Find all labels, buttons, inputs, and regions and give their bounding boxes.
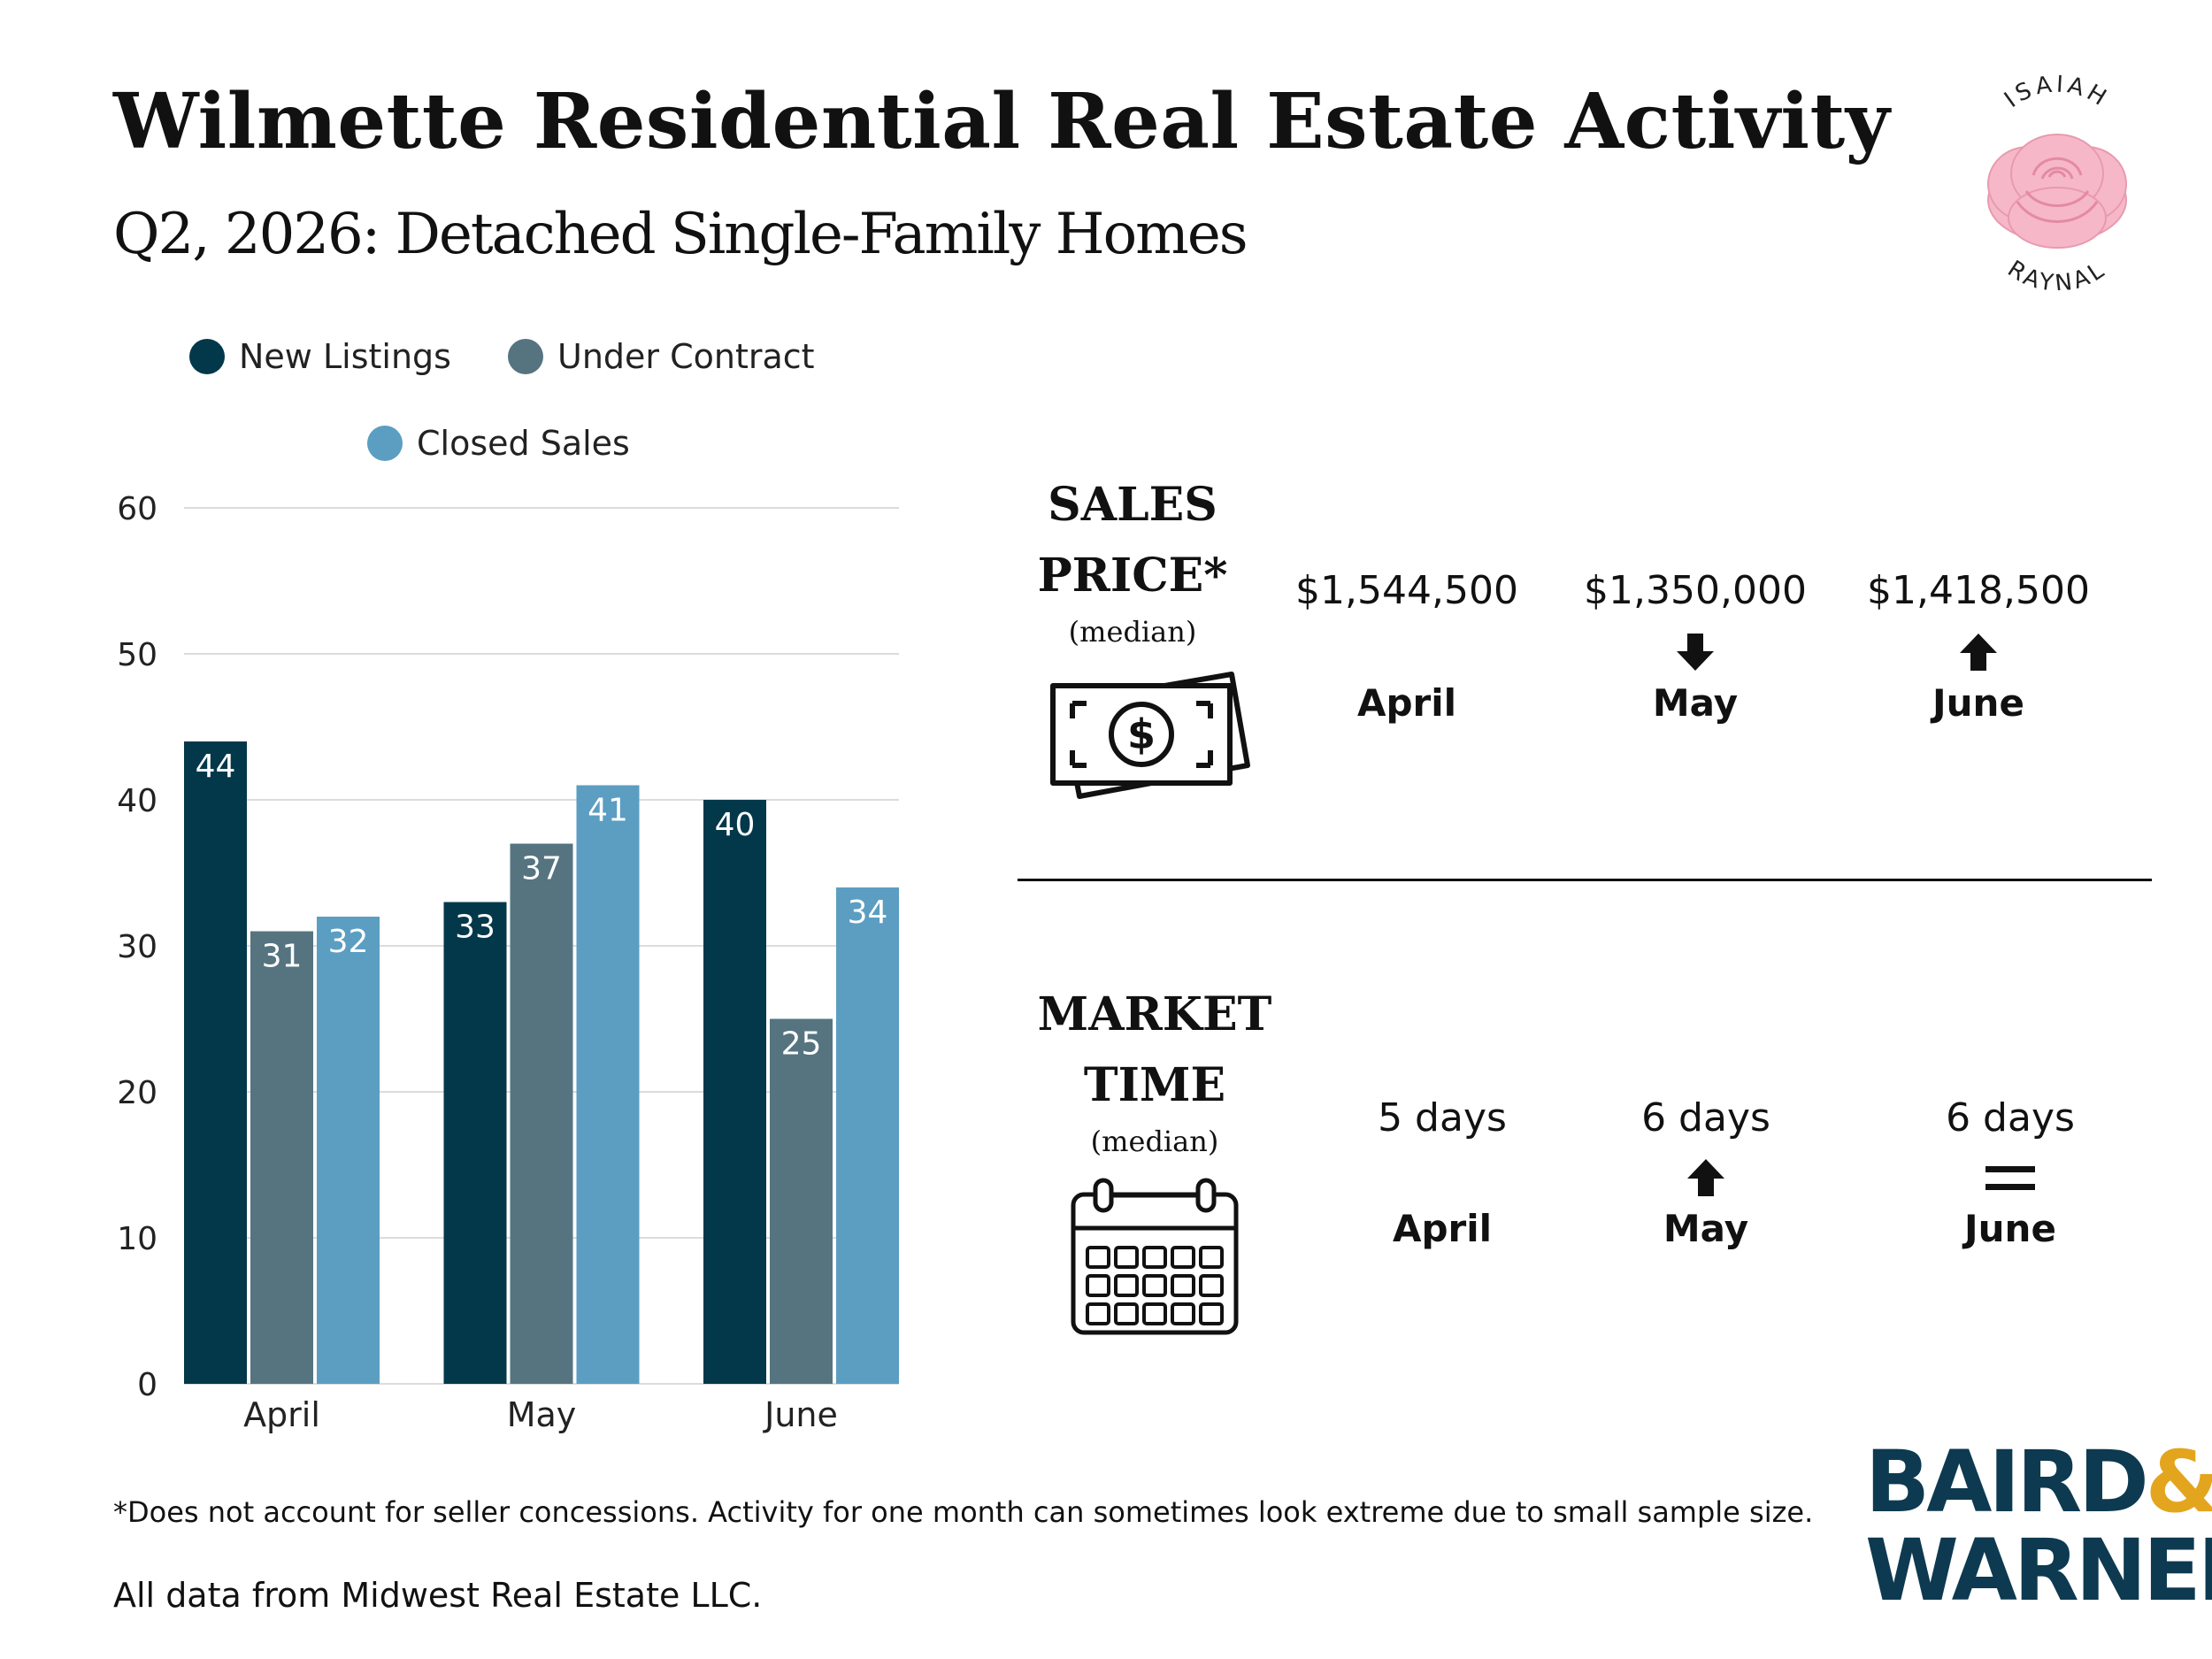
svg-text:$: $ <box>1127 710 1156 758</box>
bar-under-contract-april <box>250 931 313 1384</box>
market-time-value-may: 6 days <box>1641 1095 1770 1141</box>
y-tick-label: 30 <box>117 929 157 965</box>
sales-price-value-april: $1,544,500 <box>1295 568 1518 613</box>
legend-item-under-contract: Under Contract <box>508 334 815 379</box>
market-time-value-june: 6 days <box>1946 1095 2075 1141</box>
data-label: 37 <box>521 851 562 887</box>
market-time-month-april: April <box>1392 1207 1493 1250</box>
bar-new-listings-may <box>443 902 507 1384</box>
sales-price-month-may: May <box>1652 681 1739 725</box>
page-title: Wilmette Residential Real Estate Activit… <box>113 77 1891 166</box>
data-label: 32 <box>328 924 369 960</box>
sales-price-heading-line2: PRICE* <box>1037 549 1228 603</box>
market-time-sub: (median) <box>1090 1125 1219 1158</box>
company-logo: BAIRD& WARNER <box>1865 1433 2212 1637</box>
arrow-up-icon <box>1956 630 2001 674</box>
agent-logo: ISAIAH RAYNAL <box>1955 69 2159 297</box>
arrow-up-icon <box>1684 1156 1728 1200</box>
sales-price-sub: (median) <box>1068 615 1197 649</box>
y-tick-label: 0 <box>137 1367 157 1403</box>
page-subtitle: Q2, 2026: Detached Single-Family Homes <box>113 202 1248 267</box>
market-time-heading-line2: TIME <box>1083 1058 1226 1112</box>
sales-price-value-may: $1,350,000 <box>1584 568 1807 613</box>
data-label: 41 <box>588 793 628 829</box>
data-label: 44 <box>196 749 236 785</box>
bar-new-listings-april <box>184 741 247 1384</box>
calendar-icon <box>1066 1168 1243 1344</box>
logo-bottom-text: RAYNAL <box>2002 256 2111 290</box>
x-tick-label: June <box>763 1395 838 1434</box>
y-tick-label: 50 <box>117 637 157 673</box>
legend-dot-under-contract <box>508 338 543 374</box>
x-tick-label: May <box>507 1395 577 1434</box>
market-time-month-june: June <box>1964 1207 2056 1250</box>
x-tick-label: April <box>243 1395 320 1434</box>
sales-price-value-june: $1,418,500 <box>1867 568 2090 613</box>
data-label: 33 <box>455 910 495 946</box>
y-tick-label: 10 <box>117 1221 157 1257</box>
company-logo-line1: BAIRD& <box>1865 1433 2212 1531</box>
y-tick-label: 60 <box>117 491 157 527</box>
legend-dot-new-listings <box>189 338 225 374</box>
section-divider <box>1018 879 2152 881</box>
logo-top-text: ISAIAH <box>2000 71 2114 113</box>
equal-icon <box>1984 1156 2037 1200</box>
money-icon: $ <box>1044 664 1256 809</box>
legend-label: New Listings <box>239 337 451 376</box>
legend-item-closed-sales: Closed Sales <box>367 421 630 465</box>
legend-dot-closed-sales <box>367 425 403 461</box>
legend-item-new-listings: New Listings <box>189 334 451 379</box>
company-logo-line2: WARNER <box>1865 1521 2212 1620</box>
bar-under-contract-june <box>770 1018 833 1384</box>
legend-label: Under Contract <box>557 337 815 376</box>
data-label: 40 <box>715 807 756 843</box>
bar-under-contract-may <box>510 843 573 1384</box>
market-time-heading-line1: MARKET <box>1037 987 1272 1041</box>
bar-closed-sales-june <box>836 887 899 1384</box>
data-label: 34 <box>848 895 888 931</box>
sales-price-heading-line1: SALES <box>1048 478 1217 532</box>
data-label: 31 <box>262 939 303 975</box>
data-label: 25 <box>781 1026 822 1063</box>
bar-closed-sales-april <box>317 917 380 1384</box>
footnote: *Does not account for seller concessions… <box>113 1495 1814 1529</box>
bar-new-listings-june <box>703 800 766 1384</box>
bar-chart: 0 10 20 30 40 50 60 44 31 32 April 33 37 41 May 40 25 34 J… <box>117 491 899 1434</box>
rose-icon: ISAIAH RAYNAL <box>1987 71 2127 297</box>
company-logo-ampersand: & <box>2146 1432 2212 1532</box>
legend-label: Closed Sales <box>417 424 630 463</box>
bar-closed-sales-may <box>576 785 640 1384</box>
sales-price-month-june: June <box>1932 681 2024 725</box>
market-time-value-april: 5 days <box>1378 1095 1507 1141</box>
y-tick-label: 20 <box>117 1075 157 1111</box>
y-tick-label: 40 <box>117 783 157 819</box>
sales-price-month-april: April <box>1356 681 1457 725</box>
market-time-month-may: May <box>1663 1207 1749 1250</box>
arrow-down-icon <box>1673 630 1717 674</box>
data-source: All data from Midwest Real Estate LLC. <box>113 1576 763 1615</box>
